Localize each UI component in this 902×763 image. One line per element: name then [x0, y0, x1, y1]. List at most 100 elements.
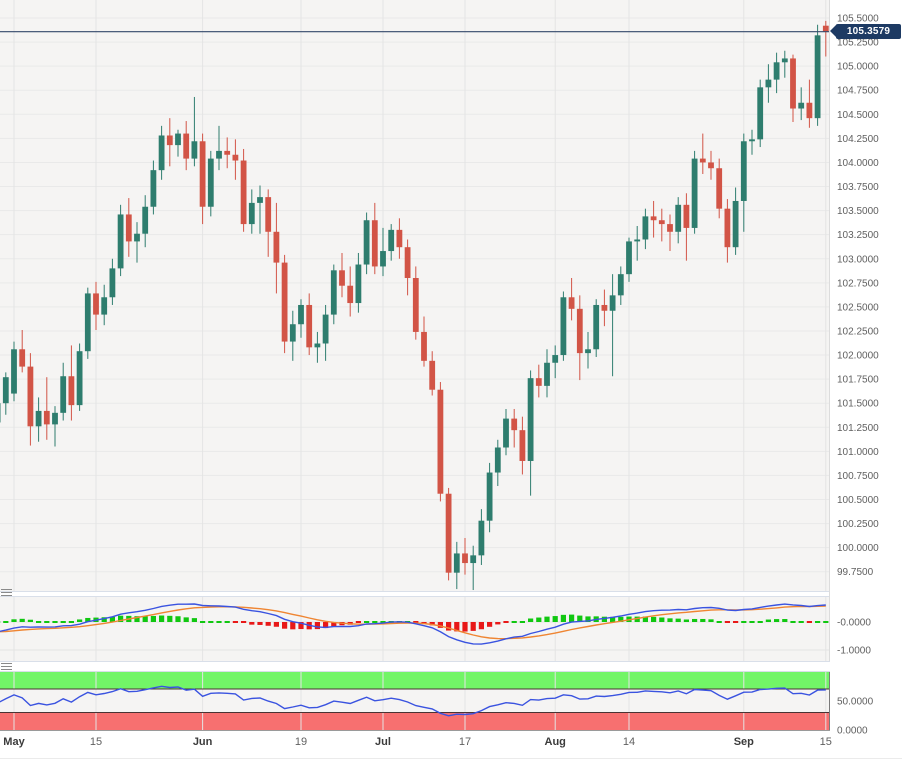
price-axis-label: 101.7500 [837, 375, 879, 386]
current-price-label: 105.3579 [836, 24, 901, 40]
candle-body [503, 418, 509, 448]
macd-histogram-bar [19, 618, 25, 622]
macd-histogram-bar [183, 617, 189, 622]
macd-histogram-bar [683, 619, 689, 622]
macd-histogram-bar [273, 622, 279, 627]
price-axis[interactable]: 105.5000 105.2500 105.0000 104.7500 104.5000… [837, 14, 879, 737]
candle-body [248, 202, 255, 225]
macd-histogram-bar [241, 621, 247, 623]
macd-histogram-bar [265, 622, 271, 626]
macd-histogram-bar [36, 621, 42, 623]
candle-body [634, 239, 641, 242]
macd-histogram-bar [651, 616, 657, 622]
candle-body [339, 270, 345, 286]
macd-axis-label: -1.0000 [837, 646, 871, 657]
candle-body [519, 430, 526, 461]
macd-histogram-bar [437, 622, 443, 628]
candle-body [708, 162, 714, 169]
rsi-panel-resize-handle-icon[interactable] [1, 663, 12, 670]
candle-body [60, 376, 67, 413]
candle-body [298, 304, 304, 325]
macd-panel-bg[interactable] [0, 597, 830, 661]
candles-layer[interactable] [0, 20, 829, 591]
macd-histogram-bar [823, 621, 829, 623]
price-axis-label: 104.2500 [837, 134, 879, 145]
macd-histogram-bar [167, 615, 173, 622]
macd-histogram-bar [27, 619, 33, 622]
candle-body [306, 304, 313, 348]
candle-body [158, 135, 165, 171]
candle-body [216, 150, 222, 159]
candle-body [568, 297, 575, 309]
candle-body [552, 355, 559, 363]
candle-body [814, 35, 821, 119]
price-axis-label: 100.5000 [837, 495, 879, 506]
candle-body [650, 216, 657, 221]
candle-body [84, 293, 91, 352]
macd-histogram-bar [462, 622, 468, 632]
candle-body [798, 102, 805, 109]
candle-body [322, 314, 329, 344]
candle-body [257, 197, 263, 203]
candle-body [781, 58, 788, 63]
candle-body [93, 293, 99, 315]
candle-body [658, 220, 665, 225]
macd-histogram-bar [413, 621, 419, 623]
macd-histogram-bar [191, 618, 197, 622]
time-axis[interactable]: May 15 Jun 19 Jul 17 Aug 14 Sep 15 [3, 736, 832, 748]
candle-body [11, 349, 17, 394]
price-axis-label: 102.2500 [837, 326, 879, 337]
macd-histogram-bar [601, 616, 607, 622]
macd-panel-resize-handle-icon[interactable] [1, 589, 12, 596]
candle-body [388, 229, 395, 252]
date-axis-label: 15 [90, 736, 102, 748]
candle-body [76, 351, 83, 406]
macd-histogram-bar [634, 616, 640, 622]
candle-body [0, 403, 1, 423]
price-axis-label: 100.0000 [837, 543, 879, 554]
candle-body [175, 133, 181, 146]
macd-histogram-bar [249, 622, 255, 625]
candle-body [724, 208, 731, 248]
candle-body [626, 241, 632, 275]
date-axis-label: 14 [623, 736, 635, 748]
macd-histogram-bar [224, 621, 230, 623]
macd-histogram-bar [446, 622, 452, 631]
macd-axis-label: -0.0000 [837, 618, 871, 629]
macd-histogram-bar [478, 622, 484, 630]
candle-body [806, 102, 813, 119]
macd-histogram-bar [232, 621, 238, 623]
candle-body [667, 224, 673, 232]
price-axis-label: 100.7500 [837, 471, 879, 482]
macd-histogram-bar [52, 621, 58, 623]
macd-histogram-bar [700, 618, 706, 622]
macd-histogram-bar [487, 622, 493, 627]
macd-histogram-bar [749, 621, 755, 623]
candle-body [265, 197, 272, 232]
macd-histogram-bar [724, 621, 730, 623]
macd-histogram-bar [208, 621, 214, 623]
candle-body [511, 418, 518, 431]
candle-body [35, 410, 42, 427]
candle-body [355, 264, 362, 304]
macd-histogram-bar [610, 616, 616, 622]
price-axis-label: 103.0000 [837, 254, 879, 265]
macd-histogram-bar [708, 619, 714, 622]
macd-histogram-bar [790, 621, 796, 623]
price-axis-label: 101.2500 [837, 423, 879, 434]
macd-histogram-bar [675, 618, 681, 622]
macd-histogram-bar [519, 621, 525, 623]
price-axis-label: 105.5000 [837, 14, 879, 25]
macd-histogram-bar [495, 622, 501, 625]
candle-body [462, 553, 468, 564]
price-axis-label: 102.7500 [837, 278, 879, 289]
candle-body [43, 410, 50, 425]
candle-body [675, 204, 682, 232]
candle-body [363, 220, 370, 265]
candle-body [486, 472, 493, 521]
macd-histogram-bar [216, 621, 222, 623]
candle-body [199, 141, 206, 207]
candle-body [601, 304, 608, 311]
date-axis-label: Jun [193, 736, 213, 748]
